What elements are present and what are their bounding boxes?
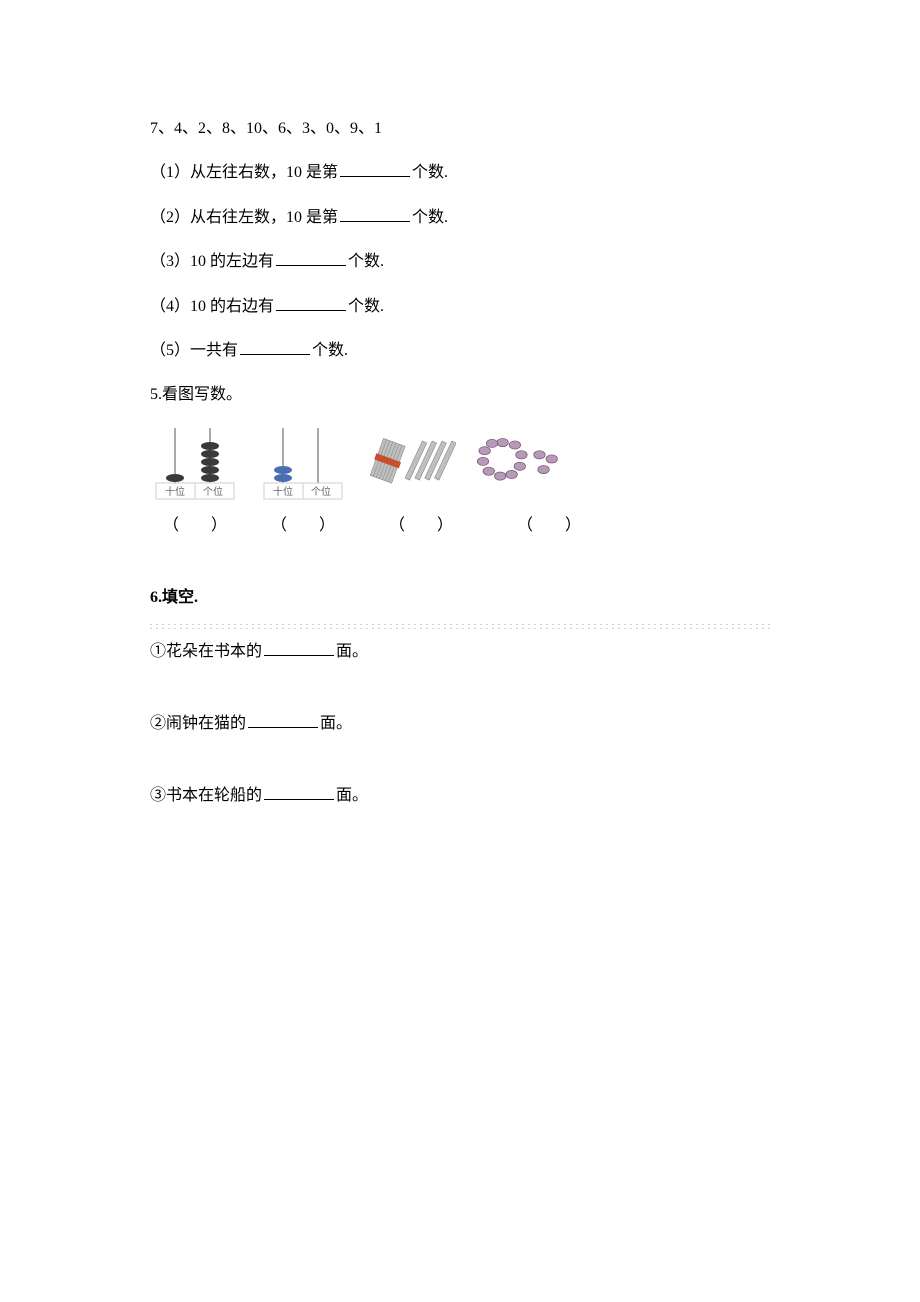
q5-suffix: 个数. xyxy=(312,342,348,359)
abacus-1: 十位 个位 xyxy=(150,423,240,503)
abacus2-tens-label: 十位 xyxy=(273,485,293,498)
paren-row: （ ） （ ） （ ） （ ） xyxy=(150,507,770,545)
q6-3-prefix: ③书本在轮船的 xyxy=(150,787,262,804)
question-5: （5）一共有 个数. xyxy=(150,332,770,370)
question-1: （1）从左往右数，10 是第 个数. xyxy=(150,154,770,192)
question-4: （4）10 的右边有 个数. xyxy=(150,288,770,326)
q6-1-blank[interactable] xyxy=(264,639,334,656)
q2-suffix: 个数. xyxy=(412,209,448,226)
q4-prefix: （4）10 的右边有 xyxy=(150,298,274,315)
question-6-3: ③书本在轮船的 面。 xyxy=(150,777,770,815)
q3-prefix: （3）10 的左边有 xyxy=(150,253,274,270)
paren-1[interactable]: （ ） xyxy=(150,507,240,545)
q1-prefix: （1）从左往右数，10 是第 xyxy=(150,164,338,181)
q5-blank[interactable] xyxy=(240,338,310,355)
q4-suffix: 个数. xyxy=(348,298,384,315)
paren-4[interactable]: （ ） xyxy=(494,507,604,545)
q3-blank[interactable] xyxy=(276,249,346,266)
dotted-separator-1 xyxy=(150,624,770,629)
q2-blank[interactable] xyxy=(340,205,410,222)
paren-3[interactable]: （ ） xyxy=(366,507,476,545)
q6-2-suffix: 面。 xyxy=(320,715,352,732)
shells xyxy=(474,423,564,503)
q6-2-blank[interactable] xyxy=(248,711,318,728)
q4-blank[interactable] xyxy=(276,294,346,311)
shell-ring xyxy=(477,438,527,480)
q6-3-blank[interactable] xyxy=(264,783,334,800)
abacus-1-svg: 十位 个位 xyxy=(150,423,240,503)
q6-1-suffix: 面。 xyxy=(336,643,368,660)
abacus2-ones-label: 个位 xyxy=(311,485,331,498)
q6-2-prefix: ②闹钟在猫的 xyxy=(150,715,246,732)
sticks xyxy=(366,423,456,503)
shell-extras xyxy=(534,450,558,473)
q1-suffix: 个数. xyxy=(412,164,448,181)
q2-prefix: （2）从右往左数，10 是第 xyxy=(150,209,338,226)
question-6-1: ①花朵在书本的 面。 xyxy=(150,633,770,671)
question-3: （3）10 的左边有 个数. xyxy=(150,243,770,281)
q1-blank[interactable] xyxy=(340,160,410,177)
figure-row: 十位 个位 十位 个位 xyxy=(150,423,770,503)
q5-header: 5.看图写数。 xyxy=(150,376,770,414)
sticks-svg xyxy=(366,423,456,503)
q6-3-suffix: 面。 xyxy=(336,787,368,804)
question-2: （2）从右往左数，10 是第 个数. xyxy=(150,199,770,237)
question-6-2: ②闹钟在猫的 面。 xyxy=(150,705,770,743)
q6-1-prefix: ①花朵在书本的 xyxy=(150,643,262,660)
abacus1-tens-label: 十位 xyxy=(165,485,185,498)
abacus-2: 十位 个位 xyxy=(258,423,348,503)
abacus-2-svg: 十位 个位 xyxy=(258,423,348,503)
paren-2[interactable]: （ ） xyxy=(258,507,348,545)
q5-prefix: （5）一共有 xyxy=(150,342,238,359)
q6-header: 6.填空. xyxy=(150,579,770,617)
number-sequence: 7、4、2、8、10、6、3、0、9、1 xyxy=(150,110,770,148)
shells-svg xyxy=(474,423,564,503)
q3-suffix: 个数. xyxy=(348,253,384,270)
abacus1-ones-label: 个位 xyxy=(203,485,223,498)
